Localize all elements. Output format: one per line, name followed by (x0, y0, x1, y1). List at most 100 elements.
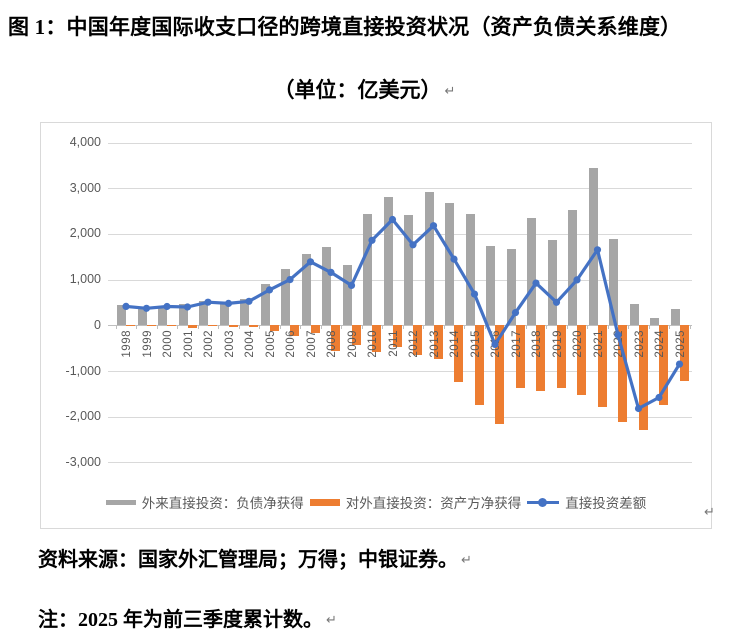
bar-inward-fdi-2023 (629, 303, 639, 326)
x-axis-tick (607, 325, 609, 330)
bar-outward-fdi-2022 (618, 325, 627, 422)
bar-outward-fdi-2014 (454, 325, 463, 382)
legend-swatch-inward-fdi (105, 499, 136, 505)
bar-inward-fdi-2014 (445, 202, 454, 326)
bar-outward-fdi-1998 (126, 325, 135, 327)
x-axis-tick (669, 325, 671, 330)
y-tick-label: 4,000 (69, 135, 101, 149)
x-axis-tick (484, 325, 486, 330)
gridline (108, 233, 692, 235)
x-axis-tick (238, 325, 240, 330)
bar-outward-fdi-2019 (556, 325, 566, 388)
legend-label-outward-fdi: 对外直接投资：资产方净获得 (345, 496, 522, 511)
balance-marker-2025 (675, 360, 684, 368)
balance-marker-2005 (265, 286, 274, 294)
balance-marker-2013 (429, 222, 438, 230)
balance-marker-2018 (532, 279, 540, 287)
balance-marker-2009 (347, 281, 356, 289)
bar-inward-fdi-2007 (301, 254, 311, 326)
bar-outward-fdi-2015 (474, 325, 484, 405)
source-note-text: 资料来源：国家外汇管理局；万得；中银证券。 (38, 549, 458, 571)
bar-inward-fdi-2012 (404, 215, 413, 326)
x-axis-tick (156, 325, 158, 330)
x-axis-tick (259, 325, 261, 330)
y-tick-label: 1,000 (69, 272, 101, 287)
balance-marker-2001 (183, 303, 192, 311)
paragraph-return-mark: ↵ (444, 83, 456, 98)
bar-outward-fdi-2001 (187, 325, 197, 329)
balance-marker-2023 (634, 404, 643, 413)
gridline (108, 279, 692, 281)
bar-inward-fdi-2022 (609, 238, 618, 326)
x-axis-tick (566, 325, 568, 330)
balance-marker-2010 (368, 236, 376, 244)
bar-outward-fdi-2021 (597, 325, 607, 407)
x-axis-tick (320, 325, 322, 330)
balance-marker-2012 (409, 241, 417, 249)
bar-outward-fdi-2024 (659, 325, 668, 405)
legend-label-inward-fdi: 外来直接投资：负债净获得 (141, 496, 304, 511)
gridline (108, 188, 692, 190)
bar-inward-fdi-2003 (219, 302, 229, 326)
bar-inward-fdi-1999 (137, 307, 147, 326)
source-return-mark: ↵ (461, 552, 472, 567)
y-tick-label: -1,000 (65, 363, 101, 378)
x-axis-tick (115, 325, 117, 330)
bar-outward-fdi-2008 (331, 325, 340, 351)
bar-outward-fdi-2003 (228, 325, 238, 327)
balance-marker-2004 (245, 297, 253, 305)
legend-swatch-balance-line (527, 497, 560, 507)
legend-line-marker-dot (538, 497, 548, 507)
bar-inward-fdi-1998 (117, 305, 126, 326)
balance-marker-1998 (122, 302, 130, 310)
legend-swatch-outward-fdi (309, 498, 340, 506)
balance-marker-2003 (224, 299, 233, 307)
balance-marker-2011 (388, 215, 397, 224)
bar-inward-fdi-2021 (588, 168, 598, 326)
x-axis-tick (464, 325, 466, 330)
footnote-text: 注：2025 年为前三季度累计数。 (38, 609, 323, 631)
bar-outward-fdi-2005 (269, 325, 279, 331)
x-axis-tick (648, 325, 650, 330)
gridline (108, 142, 692, 144)
balance-marker-2008 (327, 268, 335, 276)
x-axis-tick (300, 325, 302, 330)
bar-inward-fdi-2002 (199, 301, 208, 326)
bar-outward-fdi-2023 (638, 325, 648, 430)
bar-inward-fdi-2019 (547, 239, 557, 326)
bar-inward-fdi-2005 (260, 284, 270, 326)
bar-inward-fdi-2020 (568, 209, 577, 326)
bar-inward-fdi-2008 (322, 246, 331, 326)
source-note: 资料来源：国家外汇管理局；万得；中银证券。 ↵ (38, 543, 472, 572)
bar-inward-fdi-2001 (178, 303, 188, 326)
balance-line (124, 217, 682, 411)
x-axis-tick (361, 325, 363, 330)
bar-outward-fdi-2018 (536, 325, 545, 391)
x-axis-tick (279, 325, 281, 330)
bar-inward-fdi-2017 (506, 249, 516, 326)
figure-title: 图 1：中国年度国际收支口径的跨境直接投资状况（资产负债关系维度） (8, 15, 682, 39)
x-axis-tick (689, 325, 691, 330)
y-tick-label: 2,000 (69, 226, 101, 241)
bar-inward-fdi-2011 (383, 197, 393, 326)
chart-return-mark: ↵ (704, 504, 715, 519)
x-axis-tick (218, 325, 220, 330)
bar-outward-fdi-2011 (392, 325, 402, 348)
bar-outward-fdi-2020 (577, 325, 586, 396)
y-tick-label: -2,000 (65, 409, 101, 424)
y-tick-label: 0 (94, 317, 101, 332)
bar-inward-fdi-2024 (650, 318, 659, 326)
legend-label-balance: 直接投资差额 (565, 496, 647, 511)
balance-marker-2015 (470, 290, 479, 298)
x-axis-tick (628, 325, 630, 330)
x-axis-tick (197, 325, 199, 330)
x-axis-tick (587, 325, 589, 330)
x-axis-tick (341, 325, 343, 330)
balance-marker-2007 (306, 258, 315, 266)
balance-marker-2019 (552, 298, 561, 306)
x-axis-tick (402, 325, 404, 330)
chart-area: 4,000 3,000 2,000 1,000 0 -1,000 -2,000 -3,000 … (40, 122, 715, 529)
balance-marker-2016 (491, 340, 499, 348)
x-axis-tick (177, 325, 179, 330)
balance-line-series (122, 215, 684, 413)
